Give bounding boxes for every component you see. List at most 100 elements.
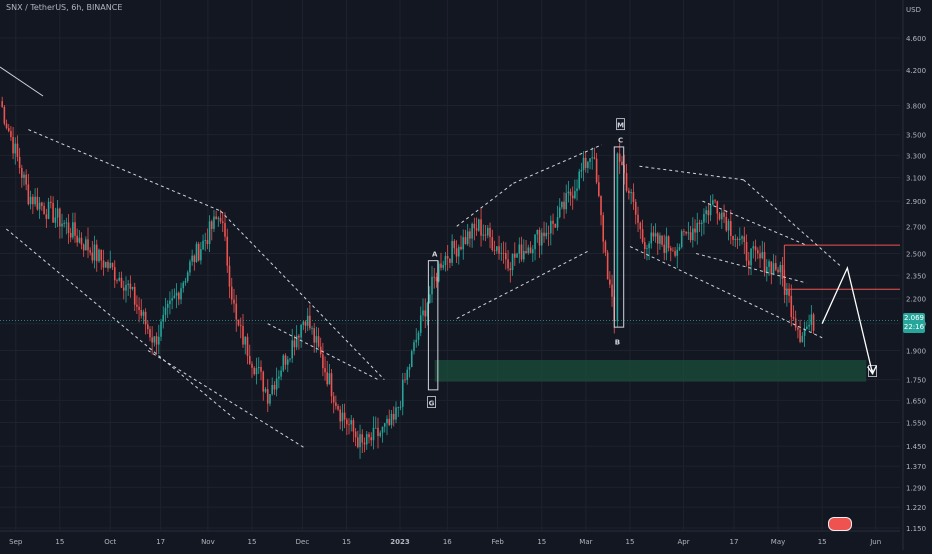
candle-body (178, 292, 180, 300)
candle-body (680, 231, 683, 248)
candle-body (280, 370, 282, 377)
candle-body (799, 329, 801, 342)
candle-body (473, 223, 476, 229)
candle-body (406, 369, 409, 381)
candle-body (41, 202, 43, 206)
wave-label: G (429, 400, 435, 408)
candle-body (74, 222, 76, 236)
candle-body (709, 204, 712, 216)
candle-body (761, 252, 764, 259)
candle-body (451, 240, 453, 263)
candle-body (487, 227, 489, 236)
candle-body (803, 328, 806, 336)
candle-body (157, 336, 160, 345)
candle-body (750, 248, 752, 266)
candle-body (284, 355, 287, 365)
candle-body (696, 222, 699, 233)
candle-body (801, 335, 804, 342)
candle-body (300, 324, 302, 338)
wave-label: B (615, 338, 620, 346)
price-tick-label: 2.700 (906, 223, 926, 231)
trend-line-solid (0, 66, 44, 97)
candle-body (428, 294, 431, 304)
candle-body (100, 249, 103, 261)
tradingview-logo-icon[interactable] (828, 517, 852, 531)
candle-body (95, 244, 98, 262)
projection-path (821, 265, 874, 374)
candle-body (646, 248, 648, 250)
candle-body (741, 236, 743, 239)
candle-body (16, 143, 19, 157)
candle-body (72, 222, 74, 238)
candle-body (260, 366, 262, 372)
candle-body (166, 303, 169, 308)
candle-body (457, 246, 460, 257)
candle-body (295, 335, 298, 348)
candle-body (786, 289, 788, 295)
candle-body (606, 252, 609, 280)
candle-body (377, 427, 379, 437)
candle-body (401, 379, 404, 407)
time-tick-label: Jun (869, 538, 881, 546)
candle-body (219, 217, 222, 222)
candle-body (390, 413, 393, 425)
candle-body (469, 231, 471, 239)
candle-body (155, 336, 158, 345)
candle-body (482, 234, 485, 236)
candle-body (193, 255, 196, 263)
candle-body (89, 250, 91, 253)
candle-body (527, 247, 530, 253)
candle-body (147, 324, 149, 330)
candle-body (547, 232, 550, 234)
candle-body (67, 222, 70, 233)
candle-body (82, 244, 85, 251)
candle-body (395, 407, 397, 420)
candle-body (698, 222, 701, 224)
candle-body (424, 310, 427, 317)
candle-body (47, 201, 50, 219)
candle-body (91, 252, 94, 261)
candle-body (552, 220, 554, 224)
candle-body (410, 351, 413, 367)
candle-body (206, 240, 209, 245)
candle-body (313, 328, 316, 343)
candle-body (127, 283, 129, 285)
candle-body (509, 268, 512, 271)
candle-body (224, 223, 226, 237)
candle-body (703, 213, 705, 223)
candle-body (625, 173, 628, 191)
candle-body (634, 201, 637, 215)
candle-body (228, 265, 231, 287)
candle-body (734, 238, 737, 240)
candle-body (446, 256, 449, 259)
candle-body (580, 170, 583, 172)
candle-body (431, 276, 433, 295)
candle-body (54, 217, 57, 223)
candle-body (637, 214, 639, 223)
candle-body (525, 251, 527, 253)
candle-body (266, 389, 269, 404)
candle-body (230, 286, 233, 300)
candle-body (437, 263, 440, 282)
candle-body (45, 214, 48, 219)
candle-body (306, 315, 309, 326)
candle-body (317, 336, 320, 347)
candle-body (689, 232, 692, 241)
candle-body (584, 157, 587, 168)
price-tick-label: 1.150 (906, 525, 926, 533)
candle-body (291, 340, 294, 359)
candle-body (244, 336, 247, 345)
candle-body (332, 396, 335, 403)
candle-body (730, 221, 732, 236)
candle-body (169, 300, 171, 304)
candle-body (659, 235, 661, 244)
candle-body (386, 418, 388, 424)
candle-body (326, 372, 329, 385)
candle-body (14, 143, 17, 154)
candle-body (748, 260, 750, 266)
candle-body (541, 232, 543, 246)
wave-label: M (617, 122, 624, 130)
candle-body (215, 216, 217, 219)
